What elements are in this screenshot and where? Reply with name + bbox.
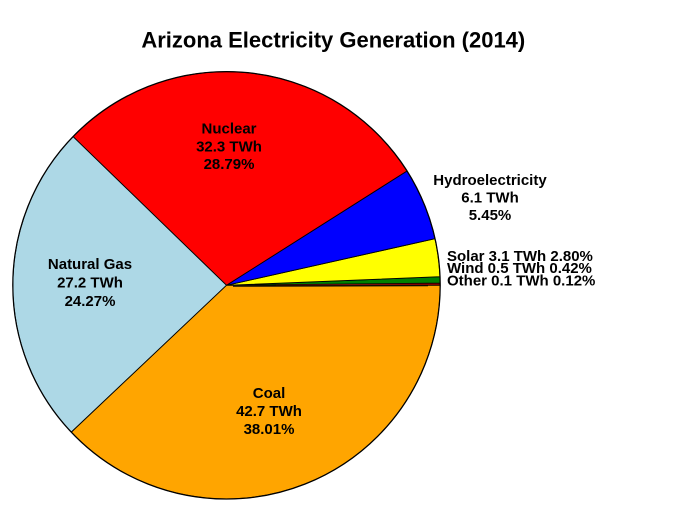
svg-text:38.01%: 38.01% (244, 421, 295, 438)
svg-text:Arizona Electricity Generation: Arizona Electricity Generation (2014) (141, 28, 525, 53)
svg-text:28.79%: 28.79% (204, 156, 255, 173)
svg-text:Hydroelectricity: Hydroelectricity (433, 172, 547, 189)
svg-text:Natural Gas: Natural Gas (48, 256, 132, 273)
svg-text:Coal: Coal (253, 385, 286, 402)
svg-text:27.2 TWh: 27.2 TWh (57, 275, 123, 292)
svg-text:24.27%: 24.27% (65, 293, 116, 310)
svg-text:Nuclear: Nuclear (201, 121, 256, 138)
svg-text:6.1 TWh: 6.1 TWh (461, 190, 519, 207)
svg-text:32.3 TWh: 32.3 TWh (196, 139, 262, 156)
svg-text:5.45%: 5.45% (469, 207, 512, 224)
svg-text:Solar 3.1 TWh 2.80%: Solar 3.1 TWh 2.80% (447, 248, 593, 265)
svg-text:Wind 0.5 TWh 0.42%: Wind 0.5 TWh 0.42% (447, 260, 592, 277)
svg-text:42.7 TWh: 42.7 TWh (236, 403, 302, 420)
svg-text:Other 0.1 TWh 0.12%: Other 0.1 TWh 0.12% (447, 272, 595, 289)
